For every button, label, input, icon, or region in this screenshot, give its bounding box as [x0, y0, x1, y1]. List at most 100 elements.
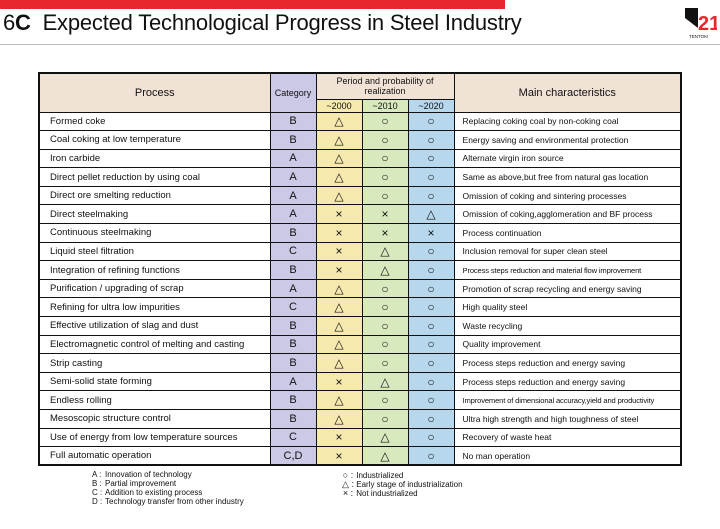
main-characteristics-cell: Process steps reduction and energy savin… [453, 371, 682, 392]
status-2010-cell: × [361, 204, 409, 225]
status-2020-cell: × [407, 223, 455, 243]
header-period-2020: ~2020 [407, 98, 455, 113]
main-characteristics-cell: Replacing coking coal by non-coking coal [453, 111, 682, 132]
legend-item: C : Addition to existing process [92, 488, 203, 497]
table-row: Endless rolling B △ ○ ○ Improvement of dimens… [38, 390, 682, 410]
category-cell: B [269, 316, 317, 336]
status-2000-cell: × [315, 260, 363, 280]
table-row: Iron carbide A △ ○ ○ Alternate virgin iron so… [38, 148, 682, 169]
status-2020-cell: ○ [407, 390, 455, 410]
status-2020-cell: ○ [407, 167, 455, 187]
main-characteristics-cell: Improvement of dimensional accuracy,yiel… [453, 390, 682, 410]
status-2000-cell: △ [315, 167, 363, 187]
category-cell: C,D [269, 446, 317, 466]
category-cell: B [269, 390, 317, 410]
status-2010-cell: ○ [361, 390, 409, 410]
status-2020-cell: ○ [407, 446, 455, 466]
process-cell: Full automatic operation [38, 446, 271, 466]
status-2020-cell: ○ [407, 130, 455, 150]
header-process: Process [38, 72, 271, 113]
table-row: Liquid steel filtration C × △ ○ Inclusion rem… [38, 241, 682, 262]
category-cell: A [269, 167, 317, 187]
status-2020-cell: ○ [407, 353, 455, 373]
header-main-characteristics: Main characteristics [453, 72, 682, 113]
table-row: Effective utilization of slag and dust B △… [38, 316, 682, 336]
status-2000-cell: △ [315, 353, 363, 373]
status-2020-cell: △ [407, 204, 455, 225]
status-2010-cell: ○ [361, 297, 409, 318]
process-cell: Iron carbide [38, 148, 271, 169]
status-2000-cell: △ [315, 278, 363, 299]
table-row: Coal coking at low temperature B △ ○ ○ Energy… [38, 130, 682, 150]
slide-letter: C [15, 10, 31, 35]
main-characteristics-cell: No man operation [453, 446, 682, 466]
status-2020-cell: ○ [407, 409, 455, 429]
top-accent-bar [0, 0, 505, 9]
table-row: Use of energy from low temperature sourc… [38, 427, 682, 448]
process-cell: Formed coke [38, 111, 271, 132]
category-legend: A : Innovation of technology B : Partial i… [92, 470, 244, 506]
legend-item: × : Not industrialized [342, 488, 418, 499]
status-2020-cell: ○ [407, 297, 455, 318]
status-2020-cell: ○ [407, 371, 455, 392]
status-2020-cell: ○ [407, 278, 455, 299]
page-title: 6C Expected Technological Progress in St… [3, 10, 522, 36]
status-2000-cell: △ [315, 390, 363, 410]
main-characteristics-cell: Promotion of scrap recycling and energy … [453, 278, 682, 299]
table-row: Direct steelmaking A × × △ Omission of coking… [38, 204, 682, 225]
progress-table: Process Category Period and probability … [38, 72, 683, 467]
status-2000-cell: × [315, 204, 363, 225]
status-2000-cell: △ [315, 148, 363, 169]
category-cell: C [269, 241, 317, 262]
category-cell: A [269, 148, 317, 169]
status-2010-cell: △ [361, 260, 409, 280]
status-2000-cell: △ [315, 111, 363, 132]
main-characteristics-cell: Recovery of waste heat [453, 427, 682, 448]
table-row: Mesoscopic structure control B △ ○ ○ Ultra hi… [38, 409, 682, 429]
status-2020-cell: ○ [407, 148, 455, 169]
table-row: Direct ore smelting reduction A △ ○ ○ Omissio… [38, 185, 682, 206]
status-2010-cell: ○ [361, 185, 409, 206]
main-characteristics-cell: Waste recycling [453, 316, 682, 336]
process-cell: Liquid steel filtration [38, 241, 271, 262]
legend-item: ○ : Industrialized [342, 470, 404, 481]
main-characteristics-cell: Omission of coking,agglomeration and BF … [453, 204, 682, 225]
status-2010-cell: △ [361, 371, 409, 392]
main-characteristics-cell: Process steps reduction and material flo… [453, 260, 682, 280]
slide-number: 6 [3, 10, 16, 35]
status-2010-cell: ○ [361, 409, 409, 429]
header-period: Period and probability of realization [315, 72, 455, 100]
table-row: Strip casting B △ ○ ○ Process steps reduction… [38, 353, 682, 373]
status-2000-cell: △ [315, 316, 363, 336]
logo-text: TENTOKI [689, 34, 708, 39]
header-category: Category [269, 72, 317, 113]
status-2000-cell: △ [315, 334, 363, 355]
table-row: Continuous steelmaking B × × × Process contin… [38, 223, 682, 243]
process-cell: Endless rolling [38, 390, 271, 410]
main-characteristics-cell: Process continuation [453, 223, 682, 243]
process-cell: Semi-solid state forming [38, 371, 271, 392]
status-2020-cell: ○ [407, 185, 455, 206]
status-2000-cell: × [315, 446, 363, 466]
category-cell: A [269, 278, 317, 299]
category-cell: A [269, 185, 317, 206]
table-row: Electromagnetic control of melting and c… [38, 334, 682, 355]
table-row: Refining for ultra low impurities C △ ○ ○ Hig… [38, 297, 682, 318]
legend-item: D : Technology transfer from other indust… [92, 497, 244, 506]
status-2020-cell: ○ [407, 427, 455, 448]
process-cell: Purification / upgrading of scrap [38, 278, 271, 299]
status-2020-cell: ○ [407, 241, 455, 262]
status-2000-cell: △ [315, 185, 363, 206]
status-2000-cell: × [315, 371, 363, 392]
table-row: Purification / upgrading of scrap A △ ○ ○ Pro… [38, 278, 682, 299]
main-characteristics-cell: Inclusion removal for super clean steel [453, 241, 682, 262]
process-cell: Mesoscopic structure control [38, 409, 271, 429]
status-2000-cell: △ [315, 409, 363, 429]
status-2020-cell: ○ [407, 260, 455, 280]
process-cell: Direct ore smelting reduction [38, 185, 271, 206]
process-cell: Continuous steelmaking [38, 223, 271, 243]
main-characteristics-cell: Same as above,but free from natural gas … [453, 167, 682, 187]
status-2000-cell: × [315, 241, 363, 262]
status-2010-cell: △ [361, 446, 409, 466]
category-cell: B [269, 111, 317, 132]
